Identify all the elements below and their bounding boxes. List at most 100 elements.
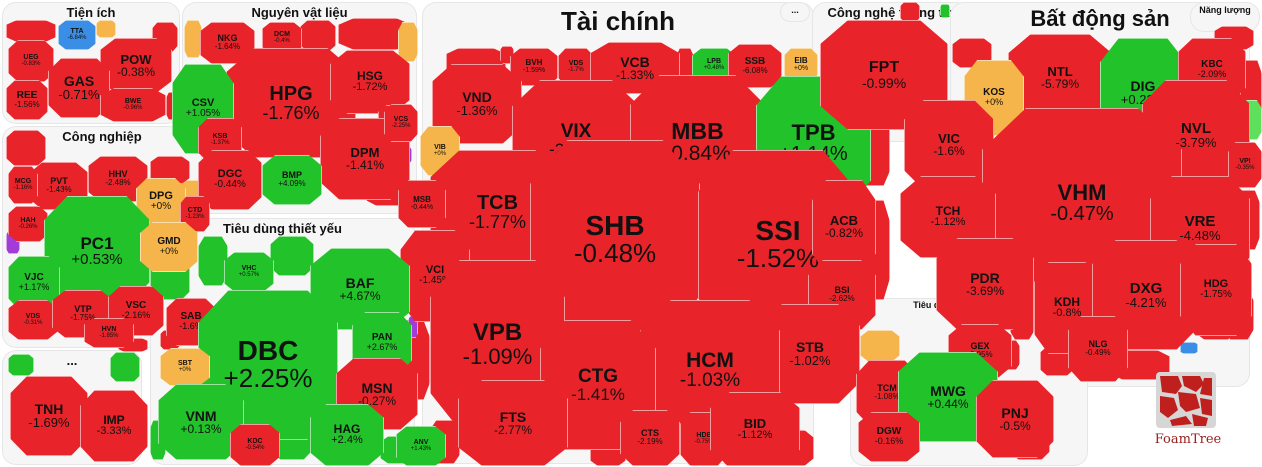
stock-cell-cts[interactable]: CTS -2.19%	[620, 410, 680, 466]
stock-cell-kdc[interactable]: KDC -0.54%	[230, 424, 280, 466]
stock-symbol: FTS	[499, 408, 527, 425]
filler-cell	[940, 4, 950, 18]
group-title: ...	[66, 353, 78, 368]
stock-cell-hag[interactable]: HAG +2.4%	[310, 404, 384, 466]
stock-change: -1.77%	[468, 212, 527, 233]
stock-symbol: NVL	[1181, 119, 1211, 137]
stock-symbol: VPB	[472, 319, 523, 347]
stock-change: -0.83%	[21, 61, 41, 68]
stock-change: -0.82%	[824, 226, 864, 241]
stock-symbol: VHM	[1057, 179, 1107, 205]
stock-cell-tnh[interactable]: TNH -1.69%	[10, 376, 88, 456]
group-nang-luong[interactable]: Năng lượng	[1190, 2, 1260, 32]
stock-symbol: PAN	[371, 332, 393, 344]
stock-change: -0.31%	[23, 320, 43, 327]
stock-cell-hvn[interactable]: HVN -1.85%	[84, 318, 134, 348]
stock-symbol: NLG	[1088, 339, 1108, 350]
stock-symbol: HAH	[20, 217, 36, 225]
stock-change: +2.25%	[223, 363, 313, 394]
stock-cell-pow[interactable]: POW -0.38%	[100, 38, 172, 93]
stock-cell-dgw[interactable]: DGW -0.16%	[858, 412, 920, 462]
stock-change: -6.84%	[67, 35, 87, 42]
stock-cell-vic[interactable]: VIC -1.6%	[904, 100, 994, 190]
stock-change: -1.08%	[874, 392, 900, 402]
stock-cell-bwe[interactable]: BWE -0.96%	[100, 88, 166, 122]
stock-change: -0.54%	[245, 445, 265, 452]
stock-cell-bmp[interactable]: BMP +4.09%	[262, 155, 322, 205]
stock-change: -1.75%	[1200, 289, 1232, 301]
stock-cell-vpi[interactable]: VPI -0.35%	[1228, 142, 1262, 188]
stock-symbol: VCB	[620, 53, 650, 70]
stock-change: +1.05%	[185, 108, 221, 120]
stock-cell-vcs[interactable]: VCS -2.25%	[384, 104, 418, 142]
stock-cell-mcg[interactable]: MCG -1.16%	[8, 166, 38, 204]
stock-cell-pnj[interactable]: PNJ -0.5%	[976, 380, 1054, 458]
stock-cell-vhc[interactable]: VHC +0.57%	[224, 252, 274, 292]
stock-change: +0%	[159, 246, 179, 257]
stock-cell-hsg[interactable]: HSG -1.72%	[330, 50, 410, 114]
stock-change: -1.43%	[46, 185, 72, 195]
stock-symbol: TTA	[70, 28, 84, 36]
stock-cell-bid[interactable]: BID -1.12%	[710, 392, 800, 466]
stock-symbol: PVT	[50, 176, 68, 187]
stock-symbol: KDC	[247, 438, 263, 446]
stock-cell-ree[interactable]: REE -1.56%	[6, 80, 48, 120]
stock-cell-sbt[interactable]: SBT +0%	[160, 348, 210, 386]
stock-change: -0.47%	[1050, 202, 1114, 225]
group-small-top[interactable]: ...	[780, 2, 810, 22]
stock-change: -1.09%	[462, 344, 533, 370]
stock-symbol: VDS	[25, 313, 41, 321]
stock-cell-hah[interactable]: HAH -0.26%	[8, 206, 48, 242]
stock-change: +1.43%	[410, 446, 432, 453]
stock-change: -1.6%	[933, 144, 965, 159]
stock-cell-dgc[interactable]: DGC -0.44%	[198, 150, 262, 210]
stock-change: -0.26%	[18, 224, 38, 231]
stock-symbol: SBT	[178, 360, 192, 368]
stock-cell-fts[interactable]: FTS -2.77%	[458, 380, 568, 466]
stock-symbol: GMD	[157, 236, 181, 248]
stock-cell-msb[interactable]: MSB -0.44%	[398, 180, 446, 228]
group-title: Tiêu dùng thiết yếu	[223, 221, 342, 236]
stock-symbol: VND	[462, 89, 492, 106]
stock-change: -0.49%	[1085, 348, 1111, 358]
stock-symbol: VRE	[1184, 212, 1216, 230]
filler-cell	[398, 22, 418, 62]
stock-symbol: PNJ	[1001, 404, 1029, 421]
stock-cell-vnm[interactable]: VNM +0.13%	[158, 384, 244, 460]
stock-symbol: PC1	[80, 233, 114, 253]
stock-change: -0.75%	[694, 439, 714, 446]
stock-cell-hdg[interactable]: HDG -1.75%	[1180, 244, 1252, 336]
stock-symbol: EIB	[794, 56, 808, 66]
stock-cell-vib[interactable]: VIB +0%	[420, 126, 460, 176]
stock-symbol: VIX	[560, 120, 592, 142]
stock-symbol: DCM	[274, 31, 290, 39]
stock-change: -2.48%	[105, 178, 131, 188]
stock-change: -1.03%	[679, 369, 741, 391]
stock-cell-gmd[interactable]: GMD +0%	[140, 222, 198, 272]
stock-symbol: HAG	[333, 422, 361, 437]
stock-change: -1.7%	[568, 67, 584, 74]
stock-cell-vds[interactable]: VDS -0.31%	[8, 300, 58, 340]
group-title: Tài chính	[560, 6, 676, 36]
stock-cell-vtp[interactable]: VTP -1.75%	[52, 290, 114, 338]
stock-symbol: REE	[16, 89, 38, 101]
stock-cell-pdr[interactable]: PDR -3.69%	[936, 238, 1034, 330]
stock-change: -4.48%	[1179, 227, 1221, 243]
stock-cell-nlg[interactable]: NLG -0.49%	[1068, 316, 1128, 382]
stock-cell-acb[interactable]: ACB -0.82%	[812, 180, 876, 274]
stock-change: -1.23%	[185, 214, 205, 221]
stock-change: -1.37%	[210, 140, 230, 147]
stock-symbol: DPM	[350, 145, 380, 161]
stock-cell-anv[interactable]: ANV +1.43%	[396, 426, 446, 466]
stock-change: -0.35%	[1235, 165, 1255, 172]
stock-change: -0.27%	[357, 393, 397, 408]
stock-cell-gas[interactable]: GAS -0.71%	[48, 58, 110, 118]
stock-cell-ueg[interactable]: UEG -0.83%	[8, 40, 54, 82]
stock-change: -1.85%	[99, 333, 119, 340]
stock-cell-tta[interactable]: TTA -6.84%	[58, 20, 96, 50]
stock-symbol: GAS	[63, 73, 95, 90]
stock-cell-imp[interactable]: IMP -3.33%	[80, 390, 148, 462]
stock-cell-ssb[interactable]: SSB -6.08%	[728, 44, 782, 88]
group-title: Công nghiệp	[62, 129, 142, 144]
